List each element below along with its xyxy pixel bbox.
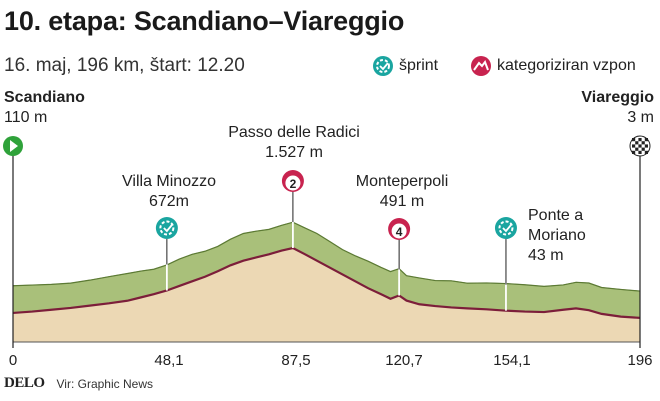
checkered-flag-square	[635, 141, 639, 145]
sprint-icon	[373, 56, 393, 76]
start-label: Scandiano 110 m	[4, 88, 85, 128]
checkered-flag-square	[632, 150, 636, 154]
x-tick-0: 0	[8, 352, 18, 369]
stage-subtitle: 16. maj, 196 km, štart: 12.20	[4, 55, 245, 76]
point-name: Passo delle Radici	[228, 124, 360, 141]
point-label-passo-delle-radici: Passo delle Radici 1.527 m	[216, 123, 372, 163]
profile-front-face	[13, 248, 640, 342]
point-name: Ponte a Moriano	[528, 207, 586, 244]
checkered-flag-square	[644, 138, 648, 142]
legend-climb-label: kategoriziran vzpon	[497, 57, 636, 74]
legend-sprint-label: šprint	[399, 57, 439, 74]
point-label-villa-minozzo: Villa Minozzo 672m	[104, 172, 234, 212]
start-name: Scandiano	[4, 89, 85, 106]
climb-icon	[471, 56, 491, 76]
x-tick-154: 154,1	[493, 352, 531, 369]
sprint-icon	[494, 217, 517, 239]
start-elevation: 110 m	[4, 109, 48, 126]
climb-icon-inner	[391, 223, 407, 239]
point-label-ponte-a-moriano: Ponte a Moriano 43 m	[528, 206, 618, 266]
sprint-icon-check	[502, 224, 512, 233]
page-title: 10. etapa: Scandiano–Viareggio	[4, 6, 405, 36]
climb-icon-inner	[285, 175, 301, 191]
checkered-flag-square	[644, 150, 648, 154]
finish-label: Viareggio 3 m	[581, 88, 654, 128]
checkered-flag-square	[641, 147, 645, 151]
sprint-icon-ring	[159, 220, 175, 236]
sprint-icon-check	[163, 224, 173, 233]
point-elevation: 491 m	[379, 193, 425, 210]
climb-category-label: 4	[396, 225, 403, 239]
legend-climb: kategoriziran vzpon	[470, 55, 636, 77]
checkered-flag-square	[635, 147, 639, 151]
point-name: Monteperpoli	[355, 173, 449, 190]
profile-line	[12, 246, 641, 319]
checkered-flag-square	[638, 144, 642, 148]
x-tick-120: 120,7	[385, 352, 423, 369]
sprint-icon-ring	[498, 220, 514, 236]
x-tick-196: 196	[627, 352, 653, 369]
checkered-flag-square	[641, 141, 645, 145]
point-elevation: 1.527 m	[265, 144, 323, 161]
play-icon	[10, 140, 18, 152]
x-tick-48: 48,1	[154, 352, 184, 369]
profile-ridge-line	[12, 221, 641, 292]
checkered-flag-square	[632, 138, 636, 142]
legend-sprint: šprint	[372, 55, 438, 77]
point-elevation: 43 m	[528, 247, 564, 264]
checkered-flag-square	[638, 150, 642, 154]
finish-elevation: 3 m	[627, 109, 654, 126]
checkered-flag-square	[632, 144, 636, 148]
point-label-monteperpoli: Monteperpoli 491 m	[340, 172, 464, 212]
delo-logo: DELO	[4, 375, 45, 391]
checkered-flag-square	[638, 138, 642, 142]
sprint-icon	[155, 217, 178, 239]
climb-category-label: 2	[290, 177, 297, 191]
x-tick-87: 87,5	[281, 352, 311, 369]
checkered-flag-square	[644, 144, 648, 148]
point-elevation: 672m	[148, 193, 190, 210]
footer: DELO Vir: Graphic News	[4, 375, 153, 392]
finish-name: Viareggio	[581, 89, 654, 106]
source-credit: Vir: Graphic News	[56, 376, 153, 391]
point-name: Villa Minozzo	[122, 173, 216, 190]
